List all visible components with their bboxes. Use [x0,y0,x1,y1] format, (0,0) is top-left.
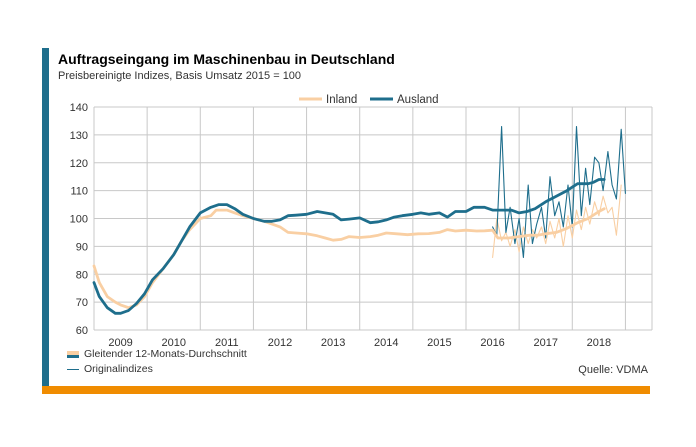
x-tick-label: 2015 [427,337,451,349]
y-tick-label: 60 [76,325,88,337]
legend-moving-average-label: Gleitender 12-Monats-Durchschnitt [84,348,247,360]
grid [93,106,653,331]
legend-moving-average: Gleitender 12-Monats-Durchschnitt [67,347,247,362]
series-line-ausland-original [492,125,626,259]
legend-original: Originalindizes [67,362,247,377]
y-tick-label: 80 [76,269,88,281]
y-tick-label: 100 [70,214,88,226]
y-tick-label: 120 [70,158,88,170]
y-tick-label: 70 [76,297,88,309]
moving-average-swatch [67,351,79,355]
x-tick-label: 2010 [161,337,185,349]
accent-bar-left [42,48,49,388]
chart-subtitle: Preisbereinigte Indizes, Basis Umsatz 20… [58,70,302,82]
series-line-ausland-moving-average [92,178,606,315]
x-tick-label: 2009 [108,337,132,349]
legend-inland-label: Inland [326,94,357,106]
series-lines [92,125,626,315]
y-tick-label: 90 [76,241,88,253]
legend-ausland-label: Ausland [397,94,439,106]
x-tick-label: 2012 [268,337,292,349]
x-tick-label: 2016 [480,337,504,349]
chart-title: Auftragseingang im Maschinenbau in Deuts… [58,51,395,67]
accent-bar-bottom [42,386,650,394]
x-tick-label: 2013 [321,337,345,349]
y-tick-label: 140 [70,102,88,114]
original-index-swatch [67,369,79,370]
x-tick-label: 2014 [374,337,398,349]
y-tick-label: 110 [70,186,88,198]
source-note: Quelle: VDMA [578,364,648,376]
legend-top: Inland Ausland [299,94,439,106]
legend-original-label: Originalindizes [84,363,153,375]
x-tick-label: 2017 [533,337,557,349]
y-tick-label: 130 [70,130,88,142]
y-axis-labels: 60 70 80 90 100 110 120 130 140 [70,102,88,337]
x-tick-label: 2011 [215,337,239,349]
legend-bottom: Gleitender 12-Monats-Durchschnitt Origin… [67,347,247,377]
x-tick-label: 2018 [587,337,611,349]
x-axis-labels: 2009 2010 2011 2012 2013 2014 2015 2016 2017 2018 [108,337,611,349]
